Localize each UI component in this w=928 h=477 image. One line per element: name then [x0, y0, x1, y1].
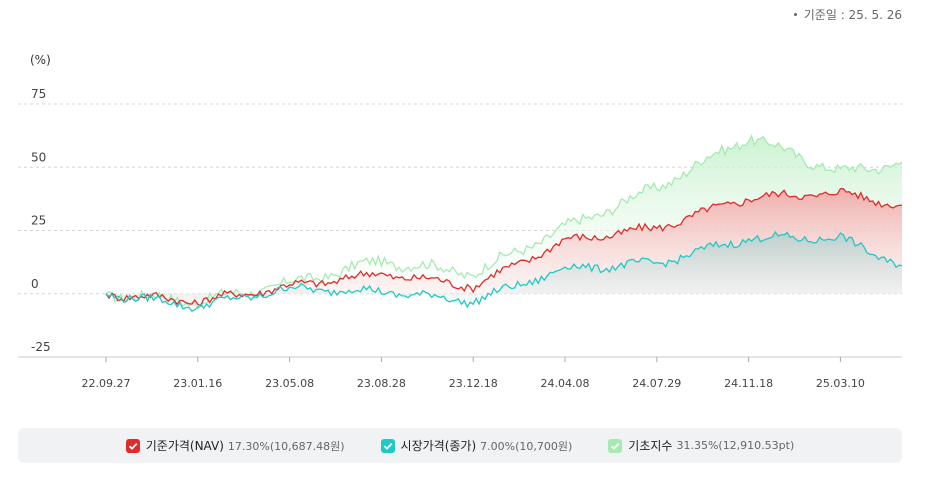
series-line	[105, 230, 903, 313]
x-tick-label: 24.04.08	[541, 377, 590, 390]
legend-name: 기준가격(NAV)	[145, 439, 224, 453]
check-icon	[128, 442, 138, 450]
y-tick-label: 0	[31, 277, 39, 291]
x-tick-label: 23.12.18	[449, 377, 498, 390]
x-tick-label: 23.01.16	[173, 377, 222, 390]
y-tick-label: 25	[31, 214, 46, 228]
series-line	[105, 133, 903, 310]
x-tick-label: 24.07.29	[632, 377, 681, 390]
check-icon	[383, 442, 392, 450]
market-checkbox[interactable]	[380, 438, 395, 453]
series-area	[106, 232, 902, 312]
x-tick-label: 24.11.18	[724, 377, 773, 390]
legend-name: 기초지수	[628, 439, 673, 453]
legend-value: 7.00%(10,700원)	[480, 439, 573, 453]
nav-checkbox[interactable]	[125, 438, 140, 453]
y-tick-label: 50	[31, 150, 46, 164]
legend-item-nav[interactable]: 기준가격(NAV) 17.30%(10,687.48원)	[125, 437, 345, 454]
basis-date-text: 기준일 : 25. 5. 26	[803, 8, 902, 22]
chart-legend: 기준가격(NAV) 17.30%(10,687.48원) 시장가격(종가) 7.…	[18, 428, 902, 463]
y-tick-label: -25	[31, 340, 51, 354]
legend-name: 시장가격(종가)	[400, 439, 477, 453]
legend-item-market[interactable]: 시장가격(종가) 7.00%(10,700원)	[380, 437, 573, 454]
y-axis-unit: (%)	[30, 53, 51, 67]
x-tick-label: 23.05.08	[265, 377, 314, 390]
series-line	[105, 187, 903, 307]
legend-value: 31.35%(12,910.53pt)	[676, 439, 795, 452]
bullet-icon	[793, 13, 797, 16]
performance-chart: (%) 75 50 25 0 -25 22.09.27 23.01.16 23.05.08 23…	[18, 53, 903, 390]
y-tick-label: 75	[31, 87, 46, 101]
check-icon	[611, 442, 620, 450]
basis-date: 기준일 : 25. 5. 26	[793, 6, 902, 23]
legend-item-index[interactable]: 기초지수 31.35%(12,910.53pt)	[608, 437, 794, 454]
index-checkbox[interactable]	[608, 438, 623, 453]
x-tick-label: 25.03.10	[816, 377, 865, 390]
x-tick-label: 23.08.28	[357, 377, 406, 390]
x-tick-label: 22.09.27	[82, 377, 131, 390]
legend-value: 17.30%(10,687.48원)	[227, 439, 345, 453]
